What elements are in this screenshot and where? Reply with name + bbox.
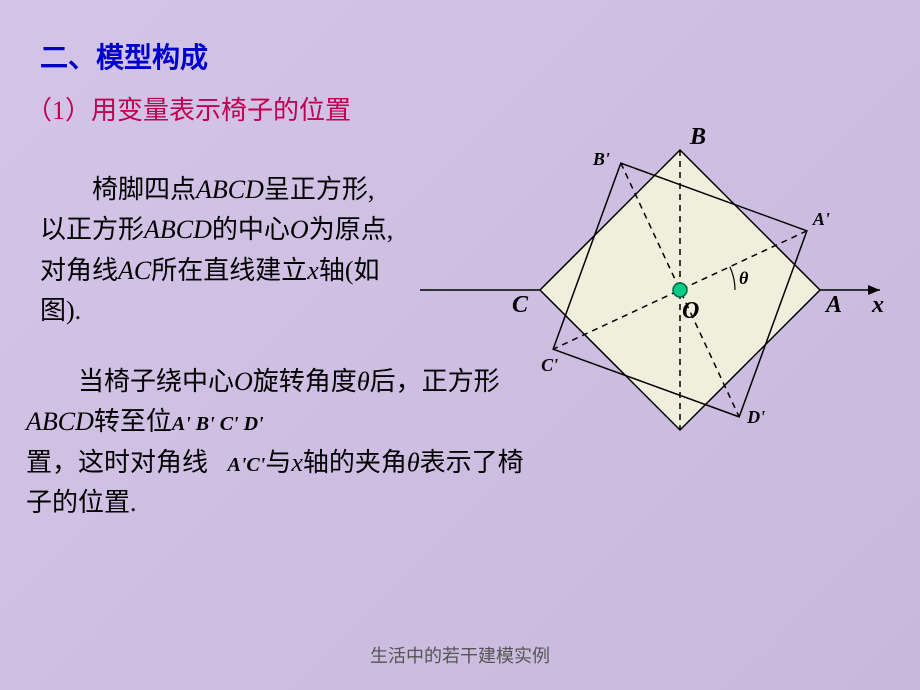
section-heading: 二、模型构成 xyxy=(40,36,208,76)
geometry-diagram: A B C D A' B' C' D' Ox θ xyxy=(420,100,900,440)
svg-text:C': C' xyxy=(541,355,558,375)
svg-text:O: O xyxy=(682,298,699,324)
text: 当椅子绕中心 xyxy=(78,367,234,396)
svg-text:x: x xyxy=(871,292,884,318)
text: 与 xyxy=(265,448,291,477)
math-abcd: ABCD xyxy=(144,215,212,244)
svg-text:A: A xyxy=(824,292,842,318)
math-theta: θ xyxy=(407,448,420,477)
footer-text: 生活中的若干建模实例 xyxy=(0,642,920,668)
math-theta: θ xyxy=(357,367,370,396)
text: 轴的夹角 xyxy=(303,448,407,477)
math-x: x xyxy=(291,448,303,477)
math-o: O xyxy=(234,367,253,396)
paragraph-1: 椅脚四点ABCD呈正方形,以正方形ABCD的中心O为原点,对角线AC所在直线建立… xyxy=(40,170,400,331)
text: 所在直线建立 xyxy=(151,256,307,285)
text: 置，这时对角线 xyxy=(26,448,208,477)
math-abcd: ABCD xyxy=(196,175,264,204)
subsection-heading: （1）用变量表示椅子的位置 xyxy=(26,90,351,127)
text: 转至位 xyxy=(94,407,172,436)
svg-text:θ: θ xyxy=(739,268,749,288)
math-abcd-prime: A' B' C' D' xyxy=(172,413,264,435)
svg-text:A': A' xyxy=(812,209,830,229)
math-ac: AC xyxy=(118,256,151,285)
svg-text:D: D xyxy=(671,438,689,440)
svg-text:B': B' xyxy=(592,149,610,169)
text: 旋转角度 xyxy=(253,367,357,396)
text: 椅脚四点 xyxy=(92,175,196,204)
svg-text:C: C xyxy=(512,292,529,318)
math-x: x xyxy=(307,256,319,285)
text: 的中心 xyxy=(212,215,290,244)
svg-text:D': D' xyxy=(746,407,765,427)
math-o: O xyxy=(290,215,309,244)
math-ac-prime: A'C' xyxy=(228,454,266,476)
math-abcd: ABCD xyxy=(26,407,94,436)
svg-text:B: B xyxy=(689,124,706,150)
